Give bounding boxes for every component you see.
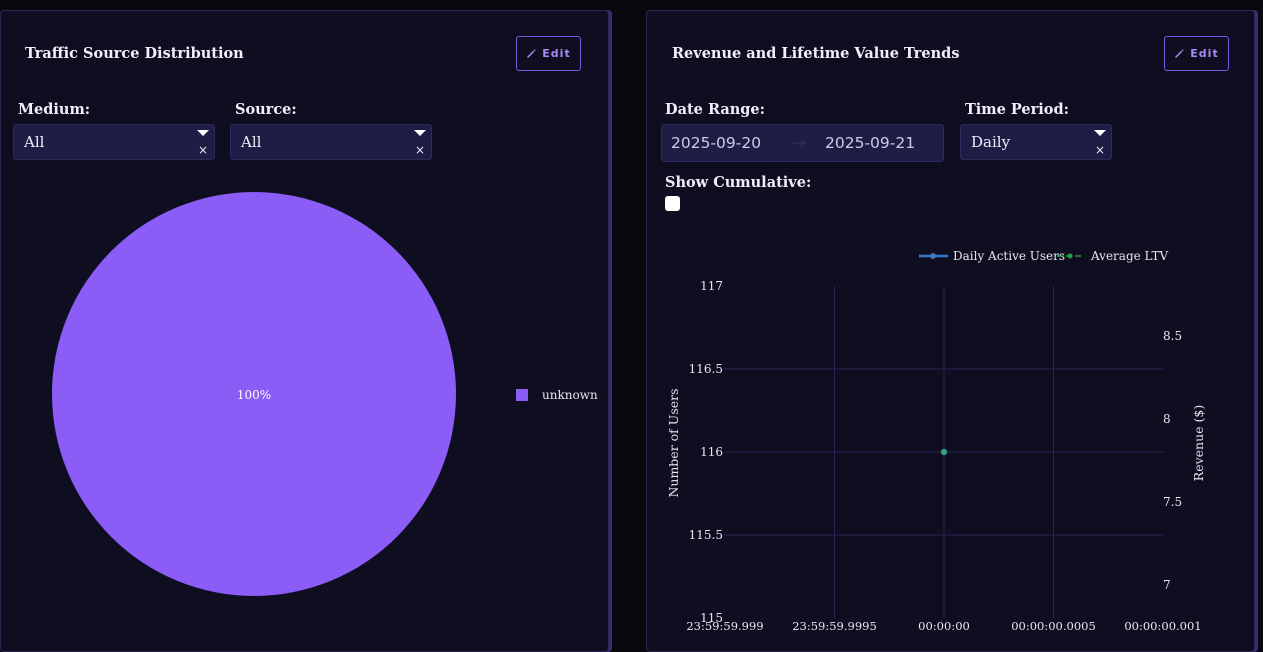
date-range-picker[interactable]: 2025-09-20 → 2025-09-21 — [661, 124, 944, 162]
medium-select-value: All — [24, 133, 45, 151]
x-tick-label: 00:00:00 — [918, 619, 970, 633]
traffic-edit-button[interactable]: Edit — [516, 36, 581, 71]
show-cumulative-label: Show Cumulative: — [665, 174, 812, 191]
date-end-input[interactable]: 2025-09-21 — [825, 134, 916, 152]
time-period-label: Time Period: — [965, 101, 1069, 118]
y-axis-left-title: Number of Users — [666, 388, 681, 497]
legend-marker-users[interactable] — [930, 253, 936, 259]
source-select[interactable]: All × — [230, 124, 432, 160]
x-tick-label: 00:00:00.001 — [1124, 619, 1201, 633]
legend-label-users[interactable]: Daily Active Users — [953, 249, 1065, 263]
medium-label: Medium: — [18, 101, 91, 118]
y-axis-right-title: Revenue ($) — [1191, 405, 1206, 481]
legend-swatch-unknown[interactable] — [516, 389, 528, 401]
revenue-ltv-panel: Revenue and Lifetime Value Trends Edit D… — [646, 10, 1255, 652]
chart-legend: Daily Active Users Average LTV — [919, 249, 1169, 263]
legend-label-unknown[interactable]: unknown — [542, 388, 598, 402]
y-right-tick-label: 8.5 — [1163, 329, 1182, 343]
pencil-icon — [527, 49, 536, 58]
traffic-edit-label: Edit — [542, 47, 571, 60]
clear-icon[interactable]: × — [197, 143, 208, 157]
time-period-select[interactable]: Daily × — [960, 124, 1112, 160]
clear-icon[interactable]: × — [1094, 143, 1105, 157]
traffic-source-title: Traffic Source Distribution — [25, 45, 244, 62]
source-select-value: All — [241, 133, 262, 151]
show-cumulative-checkbox[interactable] — [665, 196, 680, 211]
caret-down-icon[interactable] — [414, 130, 426, 136]
y-right-tick-label: 7 — [1163, 578, 1171, 592]
legend-label-ltv[interactable]: Average LTV — [1090, 249, 1169, 263]
caret-down-icon[interactable] — [197, 130, 209, 136]
date-start-input[interactable]: 2025-09-20 — [671, 134, 762, 152]
arrow-right-icon: → — [791, 133, 807, 154]
source-label: Source: — [235, 101, 297, 118]
y-left-tick-label: 116 — [700, 445, 723, 459]
pencil-icon — [1175, 49, 1184, 58]
y-left-tick-label: 115.5 — [689, 528, 723, 542]
revenue-edit-button[interactable]: Edit — [1164, 36, 1229, 71]
y-left-tick-label: 116.5 — [689, 362, 723, 376]
x-tick-label: 23:59:59.9995 — [792, 619, 877, 633]
revenue-edit-label: Edit — [1190, 47, 1219, 60]
pie-slice-unknown[interactable] — [52, 192, 456, 596]
revenue-ltv-title: Revenue and Lifetime Value Trends — [672, 45, 960, 62]
data-point-average-ltv[interactable] — [941, 449, 947, 455]
time-period-value: Daily — [971, 133, 1011, 151]
y-left-tick-label: 117 — [700, 279, 723, 293]
caret-down-icon[interactable] — [1094, 130, 1106, 136]
x-tick-label: 23:59:59.999 — [686, 619, 763, 633]
date-range-label: Date Range: — [665, 101, 765, 118]
y-right-tick-label: 8 — [1163, 412, 1171, 426]
clear-icon[interactable]: × — [414, 143, 425, 157]
pie-chart: 100% unknown — [52, 192, 598, 596]
traffic-source-panel: Traffic Source Distribution Edit Medium:… — [0, 10, 609, 652]
x-tick-label: 00:00:00.0005 — [1011, 619, 1096, 633]
legend-marker-ltv[interactable] — [1067, 253, 1073, 259]
pie-slice-label-unknown: 100% — [237, 388, 271, 402]
y-right-tick-label: 7.5 — [1163, 495, 1182, 509]
medium-select[interactable]: All × — [13, 124, 215, 160]
